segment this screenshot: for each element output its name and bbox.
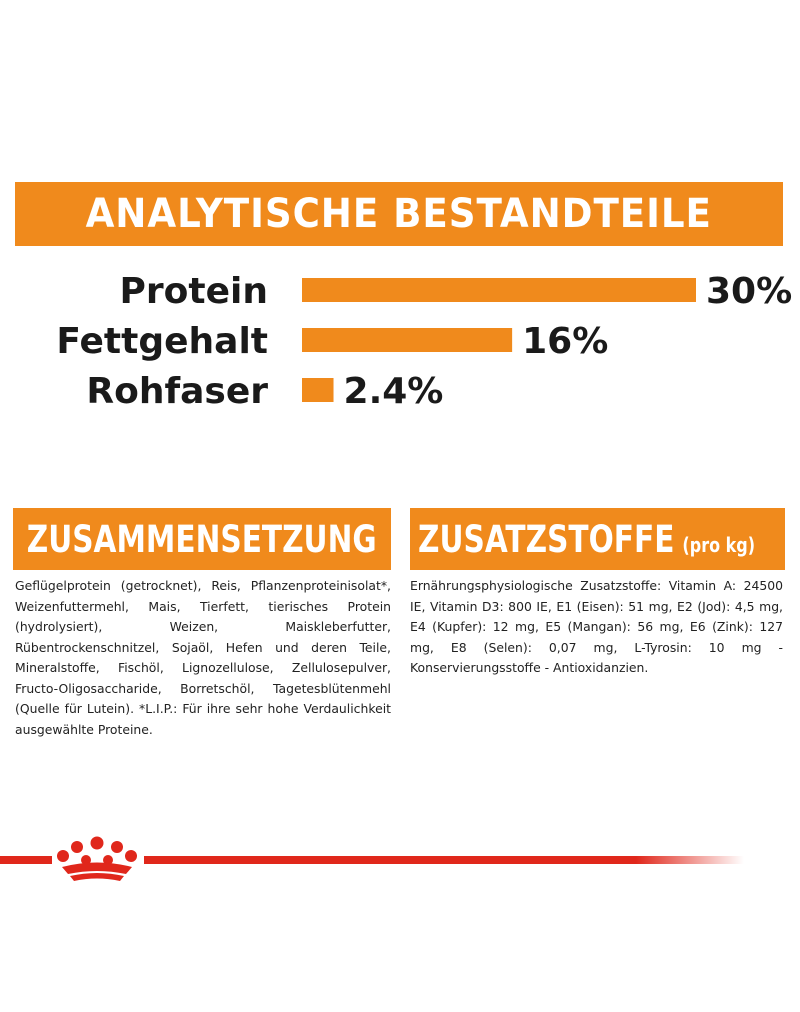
bar-protein bbox=[302, 278, 696, 302]
value-label-protein: 30% bbox=[706, 271, 792, 312]
category-label-rohfaser: Rohfaser bbox=[86, 371, 268, 412]
banner-title: ANALYTISCHE BESTANDTEILE bbox=[85, 191, 713, 237]
value-label-fettgehalt: 16% bbox=[522, 321, 608, 362]
category-label-fettgehalt: Fettgehalt bbox=[56, 321, 268, 362]
royal-canin-crown-icon bbox=[57, 836, 137, 881]
title-banner: ANALYTISCHE BESTANDTEILE bbox=[15, 182, 783, 246]
bar-fettgehalt bbox=[302, 328, 513, 352]
composition-header: ZUSAMMENSETZUNG bbox=[13, 508, 391, 570]
value-label-rohfaser: 2.4% bbox=[344, 371, 444, 412]
additives-title-main: ZUSATZSTOFFE bbox=[418, 517, 675, 561]
bar-rohfaser bbox=[302, 378, 334, 402]
footer-line-left bbox=[0, 856, 52, 864]
additives-header: ZUSATZSTOFFE (pro kg) bbox=[410, 508, 785, 570]
composition-title: ZUSAMMENSETZUNG bbox=[27, 517, 377, 561]
category-label-protein: Protein bbox=[120, 271, 268, 312]
additives-title: ZUSATZSTOFFE (pro kg) bbox=[418, 518, 755, 561]
additives-title-suffix: (pro kg) bbox=[682, 532, 756, 557]
composition-text: Geflügelprotein (getrocknet), Reis, Pfla… bbox=[15, 578, 391, 737]
nutrient-bar-chart: Protein 30% Fettgehalt 16% Rohfaser 2.4% bbox=[56, 271, 792, 412]
footer-line-right bbox=[144, 856, 744, 864]
footer-logo-strip bbox=[0, 836, 744, 881]
additives-text: Ernährungsphysiologische Zusatzstoffe: V… bbox=[410, 578, 783, 675]
